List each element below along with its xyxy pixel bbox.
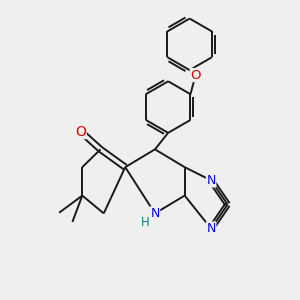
Text: N: N bbox=[206, 174, 216, 187]
Text: N: N bbox=[206, 222, 216, 235]
Text: O: O bbox=[190, 68, 201, 82]
Text: N: N bbox=[150, 207, 160, 220]
Text: H: H bbox=[141, 216, 150, 229]
Text: O: O bbox=[75, 124, 86, 139]
